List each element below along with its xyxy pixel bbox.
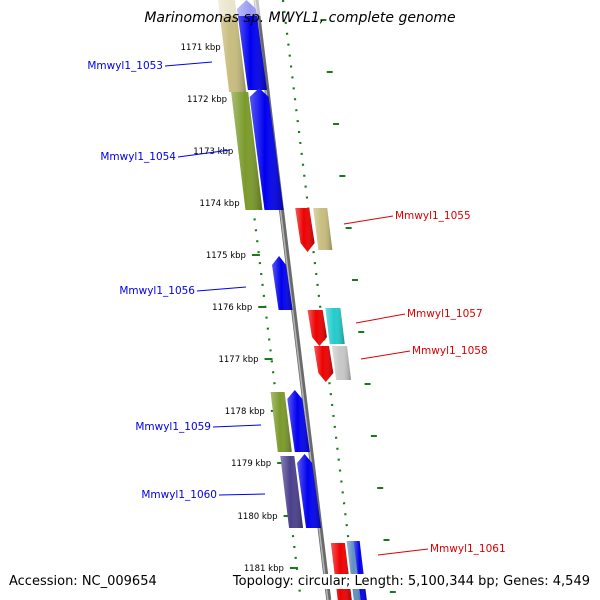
gene-arrow-1058-shade [313,346,334,382]
gene-label: Mmwyl1_1055 [395,210,471,222]
right-outer-rail [281,0,357,600]
gene-label: Mmwyl1_1059 [135,421,211,433]
cog-block-1057-shade [325,308,345,344]
gene-leader-line [355,313,406,324]
gene-arrow-1054-shade [249,88,284,210]
gene-leader-line [164,61,213,67]
tick-label: 1175 kbp [206,251,246,261]
gene-label: Mmwyl1_1057 [407,308,483,320]
gene-arrow-1055-shade [295,208,315,252]
tick-label: 1178 kbp [225,407,265,417]
gene-arrow-1060-shade [297,454,322,528]
cog-block-1058-shade [331,346,352,380]
gene-arrow-1053-shade [237,0,267,90]
gene-leader-line [196,286,247,292]
gene-arrow-1056-shade [272,256,293,310]
cog-block-1059-shade [270,392,292,452]
gene-arrow-1057-shade [307,310,327,346]
genome-summary: Topology: circular; Length: 5,100,344 bp… [232,574,590,589]
gene-label: Mmwyl1_1056 [119,285,195,297]
accession-label: Accession: NC_009654 [9,574,157,589]
cog-block-1060-shade [280,456,304,528]
genome-title: Marinomonas sp. MWYL1, complete genome [144,10,456,26]
tick-label: 1171 kbp [181,43,221,53]
gene-leader-line [177,149,231,158]
cog-block-1053-shade [218,0,247,92]
gene-label: Mmwyl1_1053 [87,60,163,72]
gene-label: Mmwyl1_1054 [100,151,176,163]
cog-block-1055-shade [313,208,333,250]
tick-label: 1177 kbp [218,355,258,365]
gene-leader-line [218,493,266,496]
gene-leader-line [212,424,262,428]
tick-label: 1176 kbp [212,303,252,313]
gene-leader-line [377,548,429,556]
top-fade [216,0,264,16]
tick-label: 1180 kbp [238,512,278,522]
gene-label: Mmwyl1_1061 [430,543,506,555]
cog-block-1054-shade [231,92,263,210]
gene-leader-line [343,215,394,225]
tick-label: 1179 kbp [231,459,271,469]
tick-label: 1174 kbp [200,199,240,209]
gene-leader-line [360,350,411,360]
tick-label: 1181 kbp [244,564,284,574]
gene-arrow-1059-shade [287,390,310,452]
tick-label: 1172 kbp [187,95,227,105]
gene-label: Mmwyl1_1060 [141,489,217,501]
gene-label: Mmwyl1_1058 [412,345,488,357]
